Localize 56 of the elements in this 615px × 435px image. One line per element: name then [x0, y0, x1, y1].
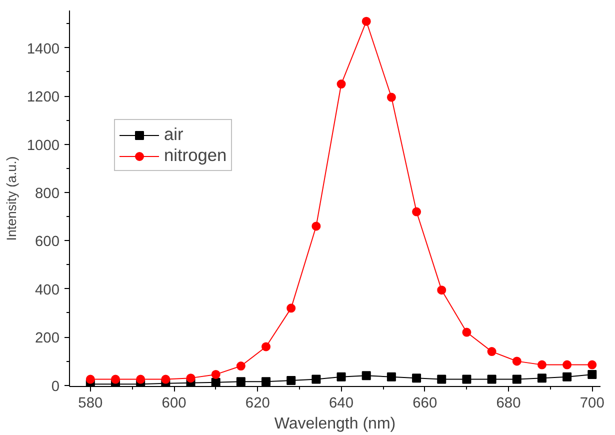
- y-tick-label: 0: [51, 378, 60, 395]
- point: [386, 372, 396, 382]
- point: [412, 207, 422, 216]
- point: [161, 374, 170, 384]
- y-tick-label: 600: [35, 234, 60, 250]
- point: [336, 80, 346, 89]
- point: [312, 222, 321, 231]
- point: [312, 374, 321, 384]
- point: [110, 374, 120, 384]
- x-tick-label: 600: [162, 396, 186, 412]
- legend-label: nitrogen: [164, 145, 227, 166]
- point: [537, 360, 546, 370]
- point: [537, 374, 546, 383]
- point: [487, 374, 496, 384]
- point: [136, 374, 146, 384]
- point: [512, 374, 522, 384]
- point: [86, 374, 95, 384]
- point: [562, 360, 572, 370]
- point: [412, 374, 422, 383]
- point: [211, 378, 220, 386]
- point: [437, 374, 446, 384]
- point: [186, 374, 196, 383]
- point: [588, 370, 597, 379]
- point: [262, 377, 271, 386]
- y-tick-label: 800: [35, 186, 60, 202]
- y-tick-label: 1400: [26, 41, 60, 58]
- x-tick-label: 700: [580, 396, 604, 412]
- x-axis-title: Wavelength (nm): [274, 416, 396, 432]
- point: [487, 347, 496, 356]
- y-tick-label: 200: [35, 330, 60, 347]
- point: [386, 92, 396, 102]
- x-tick-label: 620: [245, 396, 270, 412]
- y-tick-label: 400: [35, 282, 60, 298]
- point: [562, 372, 572, 382]
- point: [588, 360, 597, 370]
- x-tick-label: 640: [329, 396, 354, 412]
- point: [462, 374, 472, 384]
- point: [262, 342, 271, 352]
- point: [512, 356, 522, 366]
- point: [362, 371, 371, 380]
- point: [211, 370, 220, 379]
- x-tick-label: 580: [78, 396, 103, 412]
- point: [362, 16, 371, 26]
- x-tick-label: 660: [412, 396, 438, 412]
- point: [286, 376, 296, 385]
- point: [462, 328, 472, 337]
- point: [236, 377, 246, 386]
- y-axis-title: Intensity (a.u.): [4, 156, 19, 241]
- y-tick-label: 1200: [26, 90, 60, 106]
- point: [286, 304, 296, 313]
- point: [437, 286, 446, 295]
- point: [336, 372, 346, 382]
- y-tick-label: 1000: [26, 138, 60, 154]
- x-tick-label: 680: [496, 396, 521, 412]
- point: [236, 362, 246, 371]
- legend-label: air: [164, 124, 184, 145]
